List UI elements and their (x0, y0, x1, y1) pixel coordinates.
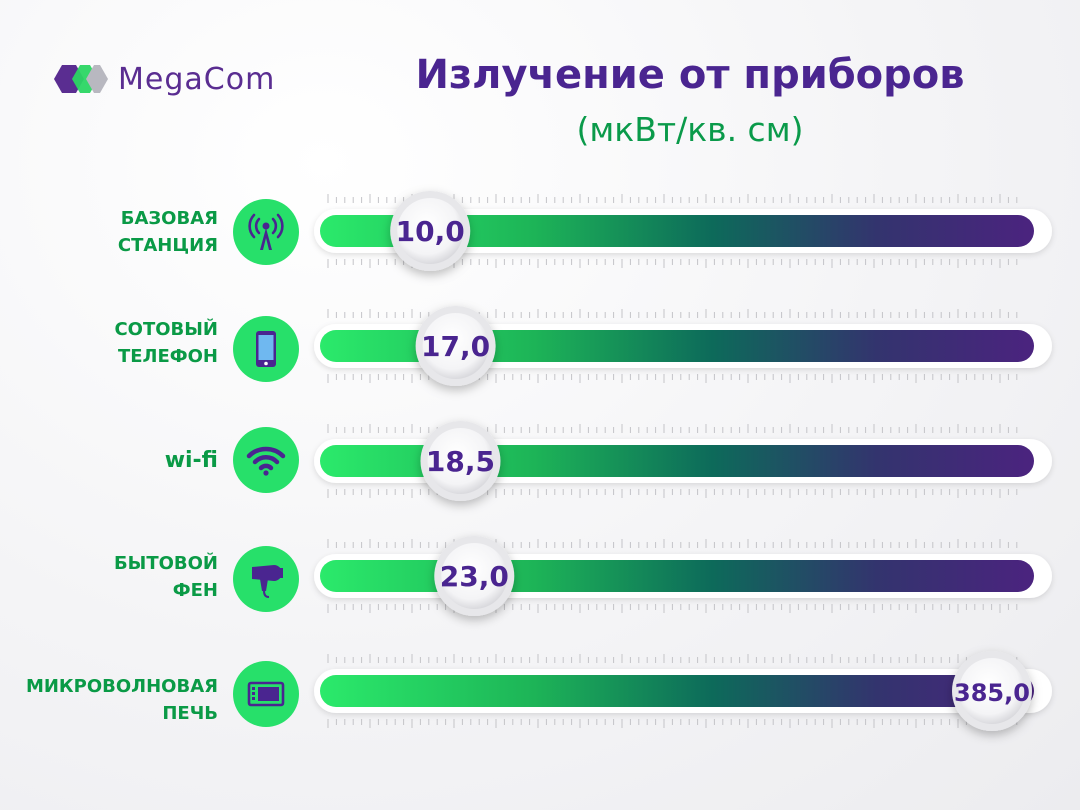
bar-row: 18,5 (314, 421, 1052, 501)
antenna-icon (233, 199, 299, 265)
bar-row: 385,0 (314, 651, 1052, 731)
value-label: 10,0 (396, 215, 465, 248)
megacom-logo-icon (54, 65, 108, 93)
value-label: 23,0 (440, 560, 509, 593)
bar-row: 10,0 (314, 191, 1052, 271)
bar-row: 23,0 (314, 536, 1052, 616)
category-label-line: БЫТОВОЙ (113, 553, 218, 574)
category-label-base-station: БАЗОВАЯ СТАНЦИЯ (118, 205, 218, 259)
page-subtitle: (мкВт/кв. см) (576, 110, 804, 149)
value-label: 17,0 (421, 330, 490, 363)
category-label-line: СОТОВЫЙ (114, 319, 218, 340)
value-label: 18,5 (426, 445, 495, 478)
bar (320, 675, 1034, 707)
category-label-cell-phone: СОТОВЫЙ ТЕЛЕФОН (114, 316, 218, 370)
bar (320, 330, 1034, 362)
bar-row: 17,0 (314, 306, 1052, 386)
value-knob (397, 198, 464, 264)
brand-logo: MegaCom (50, 58, 320, 100)
value-knob (441, 543, 508, 609)
ruler-ticks (327, 539, 1018, 613)
category-label-line: ТЕЛЕФОН (117, 346, 218, 367)
category-label-line: СТАНЦИЯ (117, 235, 218, 256)
category-label-line: БАЗОВАЯ (120, 208, 218, 229)
value-knob (422, 313, 489, 379)
brand-name: MegaCom (118, 61, 276, 97)
value-knob (959, 658, 1025, 724)
category-label-line: ПЕЧЬ (162, 703, 218, 724)
category-label-hair-dryer: БЫТОВОЙ ФЕН (114, 550, 218, 604)
ruler-ticks (327, 194, 1018, 268)
phone-icon (233, 316, 299, 382)
category-label-microwave: МИКРОВОЛНОВАЯ ПЕЧЬ (26, 673, 218, 727)
microwave-icon (233, 661, 299, 727)
bar (320, 215, 1034, 247)
category-label-line: wi-fi (164, 448, 218, 473)
value-knob (427, 428, 494, 494)
value-label: 385,0 (954, 679, 1030, 707)
page-title: Излучение от приборов (415, 52, 965, 98)
category-label-line: МИКРОВОЛНОВАЯ (25, 676, 218, 697)
category-label-line: ФЕН (172, 580, 218, 601)
wifi-icon (233, 427, 299, 493)
hair-dryer-icon (233, 546, 299, 612)
bar (320, 560, 1034, 592)
category-label-wifi: wi-fi (165, 447, 218, 474)
